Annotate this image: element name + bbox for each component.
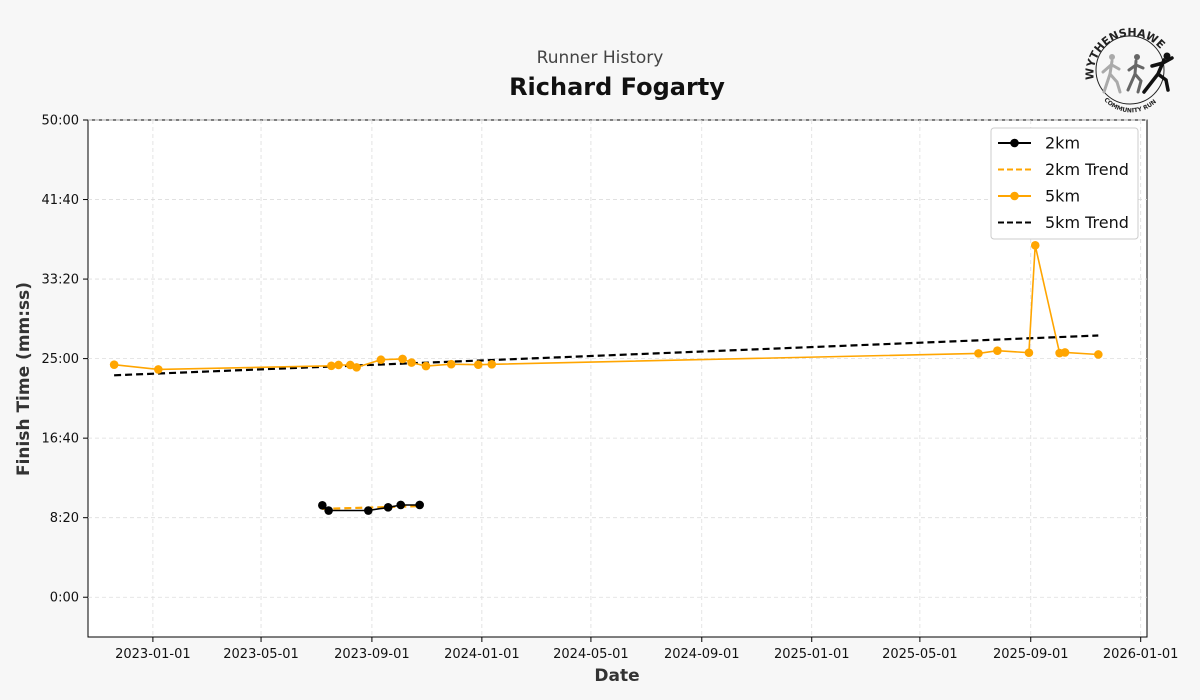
series-layer (109, 241, 1103, 515)
data-point-2km (396, 500, 406, 510)
y-tick-label: 25:00 (42, 352, 79, 367)
y-tick-label: 41:40 (42, 193, 79, 208)
y-tick-label: 33:20 (42, 273, 79, 288)
data-point-5km (1094, 350, 1103, 359)
data-point-5km (421, 361, 431, 371)
y-tick-label: 0:00 (50, 591, 79, 606)
data-point-5km (974, 349, 983, 358)
plot-area (87, 119, 1148, 638)
data-point-5km (376, 355, 386, 365)
legend-label: 5km (1045, 187, 1080, 206)
legend: 2km 2km Trend 5km 5km Trend (990, 127, 1139, 240)
data-point-5km (109, 360, 119, 369)
logo-text-bottom: COMMUNITY RUN (1102, 97, 1157, 115)
legend-label: 2km Trend (1045, 160, 1129, 179)
x-axis-label: Date (594, 666, 639, 686)
data-point-2km (363, 506, 373, 515)
data-point-5km (398, 354, 407, 364)
x-tick-label: 2025-01-01 (774, 647, 850, 662)
data-point-5km (1030, 241, 1040, 250)
data-point-5km (487, 360, 497, 369)
series-line-5km-trend (114, 334, 1099, 377)
wythenshawe-logo: WYTHENSHAWE COMMUNITY RUN (1084, 26, 1174, 115)
y-tick-label: 50:00 (42, 114, 79, 129)
legend-item-2km-trend: 2km Trend (998, 160, 1129, 179)
x-axis: 2023-01-01 2023-05-01 2023-09-01 2024-01-01… (115, 637, 1178, 662)
data-point-2km (324, 506, 333, 515)
legend-item-5km-trend: 5km Trend (998, 213, 1129, 232)
data-point-2km (415, 500, 424, 510)
data-point-5km (1024, 348, 1034, 358)
data-point-5km (1060, 348, 1070, 357)
data-point-2km (383, 503, 393, 512)
chart-subtitle: Runner History (537, 48, 664, 68)
x-tick-label: 2025-09-01 (993, 647, 1069, 662)
legend-label: 2km (1045, 134, 1080, 153)
legend-marker (1010, 138, 1019, 148)
data-point-5km (407, 358, 416, 367)
x-tick-label: 2023-09-01 (334, 647, 410, 662)
data-point-5km (334, 360, 343, 370)
data-point-5km (993, 346, 1002, 355)
y-tick-label: 8:20 (50, 511, 79, 526)
chart-title: Richard Fogarty (509, 73, 725, 101)
data-point-2km (318, 500, 327, 510)
x-tick-label: 2023-05-01 (223, 647, 299, 662)
series-5km-trend (114, 334, 1099, 377)
legend-item-5km: 5km (998, 187, 1080, 206)
logo-text-top: WYTHENSHAWE (1084, 26, 1168, 80)
series-2km (318, 500, 424, 515)
y-axis: 0:00 8:20 16:40 25:00 33:20 41:40 50:00 (42, 114, 88, 606)
x-tick-label: 2024-09-01 (664, 647, 740, 662)
data-point-5km (446, 359, 456, 369)
legend-box (990, 127, 1139, 240)
legend-label: 5km Trend (1045, 213, 1129, 232)
data-point-5km (473, 360, 483, 369)
x-tick-label: 2025-05-01 (882, 647, 958, 662)
x-tick-label: 2026-01-01 (1103, 647, 1179, 662)
data-point-5km (352, 363, 361, 372)
x-tick-label: 2024-05-01 (553, 647, 629, 662)
legend-item-2km: 2km (998, 134, 1080, 153)
y-tick-label: 16:40 (42, 432, 79, 447)
x-tick-label: 2023-01-01 (115, 647, 191, 662)
runner-figures-icon (1101, 52, 1174, 94)
y-axis-label: Finish Time (mm:ss) (14, 282, 34, 476)
grid (88, 119, 1147, 637)
x-tick-label: 2024-01-01 (444, 647, 520, 662)
series-5km (109, 241, 1103, 374)
data-point-5km (327, 361, 336, 371)
data-point-5km (153, 365, 163, 374)
legend-marker (1010, 191, 1019, 201)
